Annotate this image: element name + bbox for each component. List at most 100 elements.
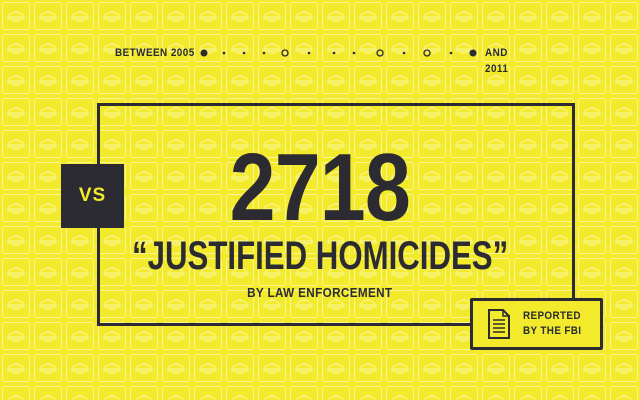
police-cap-icon bbox=[34, 2, 62, 30]
police-cap-icon bbox=[354, 386, 382, 400]
police-cap-icon bbox=[546, 354, 574, 382]
police-cap-icon bbox=[450, 258, 478, 286]
police-cap-icon bbox=[130, 66, 158, 94]
police-cap-icon bbox=[514, 66, 542, 94]
police-cap-icon bbox=[290, 258, 318, 286]
police-cap-icon bbox=[418, 66, 446, 94]
timeline-start-label: BETWEEN 2005 bbox=[115, 47, 195, 59]
police-cap-icon bbox=[482, 2, 510, 30]
police-cap-icon bbox=[354, 290, 382, 318]
police-cap-icon bbox=[34, 66, 62, 94]
police-cap-icon bbox=[258, 226, 286, 254]
police-cap-icon bbox=[450, 194, 478, 222]
police-cap-icon bbox=[322, 322, 350, 350]
police-cap-icon bbox=[130, 290, 158, 318]
police-cap-icon bbox=[226, 98, 254, 126]
timeline-dots bbox=[200, 49, 477, 57]
police-cap-icon bbox=[354, 34, 382, 62]
police-cap-icon bbox=[34, 34, 62, 62]
police-cap-icon bbox=[418, 130, 446, 158]
police-cap-icon bbox=[546, 66, 574, 94]
police-cap-icon bbox=[418, 2, 446, 30]
police-cap-icon bbox=[386, 194, 414, 222]
police-cap-icon bbox=[290, 162, 318, 190]
police-cap-icon bbox=[354, 162, 382, 190]
police-cap-icon bbox=[290, 2, 318, 30]
police-cap-icon bbox=[226, 2, 254, 30]
police-cap-icon bbox=[514, 354, 542, 382]
headline-title-text: “JUSTIFIED HOMICIDES” bbox=[131, 234, 509, 278]
police-cap-icon bbox=[130, 34, 158, 62]
police-cap-icon bbox=[162, 194, 190, 222]
police-cap-icon bbox=[546, 386, 574, 400]
police-cap-icon bbox=[258, 34, 286, 62]
source-text: REPORTED BY THE FBI bbox=[523, 309, 581, 339]
police-cap-icon bbox=[2, 98, 30, 126]
police-cap-icon bbox=[66, 322, 94, 350]
police-cap-icon bbox=[194, 322, 222, 350]
police-cap-icon bbox=[66, 290, 94, 318]
police-cap-icon bbox=[194, 354, 222, 382]
police-cap-icon bbox=[354, 98, 382, 126]
police-cap-icon bbox=[162, 66, 190, 94]
police-cap-icon bbox=[130, 386, 158, 400]
police-cap-icon bbox=[578, 34, 606, 62]
police-cap-icon bbox=[482, 98, 510, 126]
police-cap-icon bbox=[450, 162, 478, 190]
police-cap-icon bbox=[610, 98, 638, 126]
police-cap-icon bbox=[2, 354, 30, 382]
police-cap-icon bbox=[258, 354, 286, 382]
police-cap-icon bbox=[258, 258, 286, 286]
police-cap-icon bbox=[386, 290, 414, 318]
police-cap-icon bbox=[34, 290, 62, 318]
police-cap-icon bbox=[322, 98, 350, 126]
police-cap-icon bbox=[34, 386, 62, 400]
police-cap-icon bbox=[98, 34, 126, 62]
police-cap-icon bbox=[258, 194, 286, 222]
police-cap-icon bbox=[322, 226, 350, 254]
police-cap-icon bbox=[226, 354, 254, 382]
police-cap-icon bbox=[514, 194, 542, 222]
police-cap-icon bbox=[322, 2, 350, 30]
police-cap-icon bbox=[226, 162, 254, 190]
police-cap-icon bbox=[2, 258, 30, 286]
police-cap-icon bbox=[66, 34, 94, 62]
police-cap-icon bbox=[450, 98, 478, 126]
police-cap-icon bbox=[418, 258, 446, 286]
police-cap-icon bbox=[66, 354, 94, 382]
police-cap-icon bbox=[226, 322, 254, 350]
police-cap-icon bbox=[130, 258, 158, 286]
police-cap-icon bbox=[482, 130, 510, 158]
police-cap-icon bbox=[226, 194, 254, 222]
police-cap-icon bbox=[354, 354, 382, 382]
police-cap-icon bbox=[226, 258, 254, 286]
police-cap-icon bbox=[226, 34, 254, 62]
headline-title: “JUSTIFIED HOMICIDES” bbox=[0, 234, 640, 278]
police-cap-icon bbox=[258, 386, 286, 400]
timeline: BETWEEN 2005 AND 2011 bbox=[115, 45, 535, 75]
police-cap-icon bbox=[290, 98, 318, 126]
police-cap-icon bbox=[258, 66, 286, 94]
police-cap-icon bbox=[418, 162, 446, 190]
police-cap-icon bbox=[66, 258, 94, 286]
police-cap-icon bbox=[418, 386, 446, 400]
police-cap-icon bbox=[290, 386, 318, 400]
police-cap-icon bbox=[386, 162, 414, 190]
police-cap-icon bbox=[578, 354, 606, 382]
police-cap-icon bbox=[66, 66, 94, 94]
source-box: REPORTED BY THE FBI bbox=[470, 298, 603, 350]
police-cap-icon bbox=[34, 226, 62, 254]
police-cap-icon bbox=[130, 194, 158, 222]
police-cap-icon bbox=[386, 386, 414, 400]
police-cap-icon bbox=[482, 162, 510, 190]
police-cap-icon bbox=[2, 162, 30, 190]
police-cap-icon bbox=[610, 2, 638, 30]
police-cap-icon bbox=[226, 66, 254, 94]
police-cap-icon bbox=[290, 354, 318, 382]
police-cap-icon bbox=[322, 66, 350, 94]
police-cap-icon bbox=[514, 130, 542, 158]
police-cap-icon bbox=[418, 290, 446, 318]
police-cap-icon bbox=[130, 354, 158, 382]
police-cap-icon bbox=[482, 34, 510, 62]
police-cap-icon bbox=[546, 34, 574, 62]
